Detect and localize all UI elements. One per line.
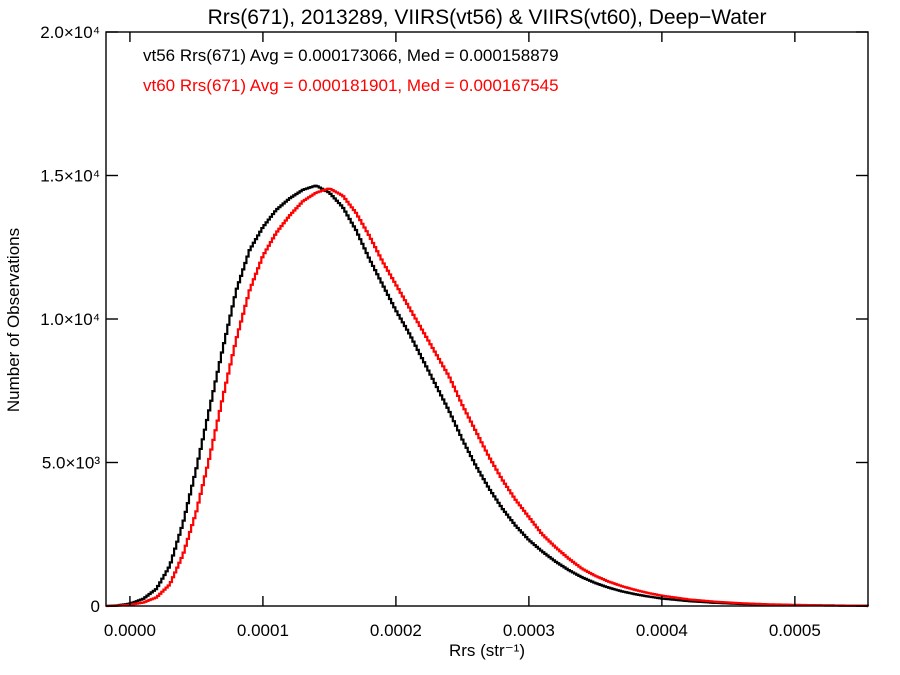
y-tick-label: 5.0×10³ xyxy=(42,454,100,473)
x-tick-label: 0.0001 xyxy=(237,621,289,640)
series-line-vt60 xyxy=(106,187,869,608)
x-tick-label: 0.0005 xyxy=(769,621,821,640)
y-tick-label: 1.5×10⁴ xyxy=(40,167,100,186)
series-layer xyxy=(106,184,869,608)
x-tick-label: 0.0002 xyxy=(370,621,422,640)
y-tick-label: 1.0×10⁴ xyxy=(40,310,100,329)
y-tick-label: 2.0×10⁴ xyxy=(40,23,100,42)
y-axis-ticks: 0 5.0×10³ 1.0×10⁴ 1.5×10⁴ 2.0×10⁴ xyxy=(40,23,868,616)
legend-stats-vt56: vt56 Rrs(671) Avg = 0.000173066, Med = 0… xyxy=(143,46,559,65)
chart-title: Rrs(671), 2013289, VIIRS(vt56) & VIIRS(v… xyxy=(208,6,767,29)
legend-stats-vt60: vt60 Rrs(671) Avg = 0.000181901, Med = 0… xyxy=(143,76,559,95)
x-tick-label: 0.0003 xyxy=(503,621,555,640)
x-axis-label: Rrs (str⁻¹) xyxy=(449,641,525,660)
x-tick-label: 0.0000 xyxy=(104,621,156,640)
y-tick-label: 0 xyxy=(91,597,100,616)
x-tick-label: 0.0004 xyxy=(636,621,688,640)
y-axis-label: Number of Observations xyxy=(4,228,23,412)
x-axis-ticks: 0.0000 0.0001 0.0002 0.0003 0.0004 0.0005 xyxy=(104,32,821,640)
